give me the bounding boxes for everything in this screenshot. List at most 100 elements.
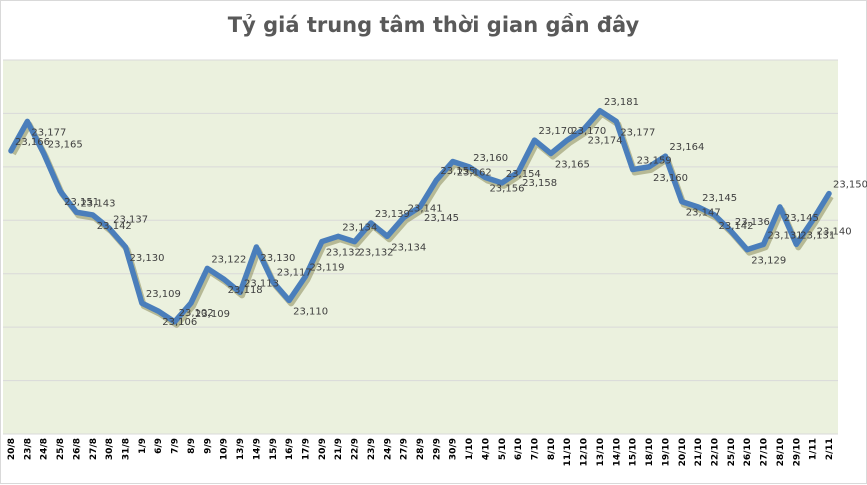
x-tick-label: 22/9 bbox=[351, 438, 361, 460]
x-tick-label: 28/9 bbox=[416, 438, 426, 460]
x-tick-label: 20/9 bbox=[318, 438, 328, 460]
data-label: 23,145 bbox=[784, 213, 819, 224]
x-tick-label: 30/8 bbox=[105, 438, 115, 460]
data-label: 23,160 bbox=[653, 173, 688, 184]
data-label: 23,122 bbox=[211, 254, 246, 265]
data-label: 23,174 bbox=[588, 135, 623, 146]
data-label: 23,130 bbox=[130, 253, 165, 264]
x-tick-label: 15/10 bbox=[629, 438, 639, 466]
data-label: 23,109 bbox=[195, 309, 230, 320]
x-tick-label: 25/10 bbox=[727, 438, 737, 466]
x-tick-label: 10/9 bbox=[220, 438, 230, 460]
x-tick-label: 14/10 bbox=[612, 438, 622, 466]
data-label: 23,166 bbox=[15, 137, 50, 148]
x-axis-tick-labels: 20/8 23/8 24/8 25/8 26/8 27/8 30/8 31/8 1/9 6/9 7/… bbox=[7, 438, 835, 466]
x-tick-label: 27/8 bbox=[89, 438, 99, 460]
x-tick-label: 13/10 bbox=[596, 438, 606, 466]
data-label: 23,131 bbox=[768, 230, 803, 241]
x-tick-label: 26/8 bbox=[72, 438, 82, 460]
x-tick-label: 22/10 bbox=[710, 438, 720, 466]
data-label: 23,165 bbox=[555, 160, 590, 171]
x-tick-label: 7/9 bbox=[171, 438, 181, 454]
data-label: 23,156 bbox=[489, 184, 524, 195]
data-label: 23,170 bbox=[539, 126, 574, 137]
data-label: 23,106 bbox=[162, 317, 197, 328]
x-tick-label: 25/8 bbox=[56, 438, 66, 460]
x-tick-label: 21/10 bbox=[694, 438, 704, 466]
data-label: 23,143 bbox=[80, 198, 115, 209]
data-label: 23,119 bbox=[309, 262, 344, 273]
data-label: 23,155 bbox=[440, 166, 475, 177]
data-label: 23,162 bbox=[457, 168, 492, 179]
x-tick-label: 24/8 bbox=[40, 438, 50, 460]
x-tick-label: 6/10 bbox=[514, 438, 524, 460]
x-tick-label: 29/9 bbox=[432, 438, 442, 460]
series-line bbox=[8, 108, 832, 325]
data-label: 23,164 bbox=[669, 142, 704, 153]
x-tick-label: 1/9 bbox=[138, 438, 148, 454]
x-tick-label: 5/10 bbox=[498, 438, 508, 460]
x-tick-label: 13/9 bbox=[236, 438, 246, 460]
x-tick-label: 14/9 bbox=[252, 438, 262, 460]
plot-area bbox=[3, 60, 838, 434]
data-label: 23,170 bbox=[571, 126, 606, 137]
x-tick-label: 29/10 bbox=[792, 438, 802, 466]
x-tick-label: 31/8 bbox=[122, 438, 132, 460]
data-label: 23,134 bbox=[342, 222, 377, 233]
x-tick-label: 8/10 bbox=[547, 438, 557, 460]
x-tick-label: 17/9 bbox=[301, 438, 311, 460]
x-tick-label: 20/10 bbox=[678, 438, 688, 466]
data-label: 23,177 bbox=[31, 127, 66, 138]
data-label: 23,165 bbox=[48, 140, 83, 151]
data-label: 23,181 bbox=[604, 97, 639, 108]
x-tick-label: 7/10 bbox=[531, 438, 541, 460]
x-tick-label: 20/8 bbox=[7, 438, 17, 460]
x-tick-label: 2/11 bbox=[825, 438, 835, 460]
data-series bbox=[8, 108, 834, 328]
data-label: 23,137 bbox=[113, 214, 148, 225]
data-label: 23,110 bbox=[293, 306, 328, 317]
x-tick-label: 28/10 bbox=[776, 438, 786, 466]
data-label: 23,158 bbox=[522, 178, 557, 189]
data-label: 23,150 bbox=[833, 180, 867, 191]
gridlines bbox=[3, 59, 838, 435]
x-tick-label: 15/9 bbox=[269, 438, 279, 460]
x-tick-label: 23/9 bbox=[367, 438, 377, 460]
data-label: 23,134 bbox=[391, 242, 426, 253]
x-tick-label: 11/10 bbox=[563, 438, 573, 466]
x-tick-label: 26/10 bbox=[743, 438, 753, 466]
data-label: 23,142 bbox=[97, 221, 132, 232]
x-tick-label: 12/10 bbox=[580, 438, 590, 466]
x-tick-label: 6/9 bbox=[154, 438, 164, 454]
x-tick-label: 30/9 bbox=[449, 438, 459, 460]
data-label: 23,132 bbox=[359, 248, 394, 259]
data-label: 23,160 bbox=[473, 153, 508, 164]
x-tick-label: 9/9 bbox=[203, 438, 213, 454]
data-label: 23,132 bbox=[326, 248, 361, 259]
data-label: 23,145 bbox=[702, 193, 737, 204]
x-tick-label: 1/11 bbox=[809, 438, 819, 460]
x-tick-label: 27/9 bbox=[400, 438, 410, 460]
data-label: 23,141 bbox=[408, 204, 443, 215]
data-label: 23,145 bbox=[424, 213, 459, 224]
data-label: 23,117 bbox=[277, 268, 312, 279]
data-label: 23,147 bbox=[686, 208, 721, 219]
data-label: 23,113 bbox=[244, 278, 279, 289]
data-label: 23,139 bbox=[375, 209, 410, 220]
chart-title: Tỷ giá trung tâm thời gian gần đây bbox=[227, 13, 640, 37]
data-label: 23,159 bbox=[637, 156, 672, 167]
x-tick-label: 19/10 bbox=[661, 438, 671, 466]
x-tick-label: 1/10 bbox=[465, 438, 475, 460]
data-label: 23,109 bbox=[146, 289, 181, 300]
data-label: 23,118 bbox=[228, 285, 263, 296]
data-label: 23,131 bbox=[800, 230, 835, 241]
data-label: 23,136 bbox=[735, 217, 770, 228]
x-tick-label: 27/10 bbox=[760, 438, 770, 466]
x-tick-label: 4/10 bbox=[481, 438, 491, 460]
x-tick-label: 8/9 bbox=[187, 438, 197, 454]
data-label: 23,151 bbox=[64, 197, 99, 208]
data-label: 23,140 bbox=[817, 226, 852, 237]
data-label: 23,102 bbox=[179, 308, 214, 319]
data-label: 23,129 bbox=[751, 256, 786, 267]
